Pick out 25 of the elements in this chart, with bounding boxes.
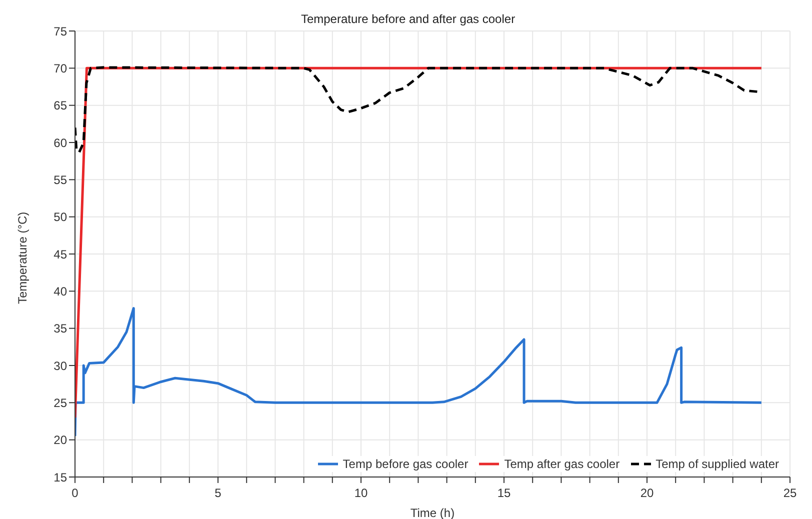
y-tick-label: 45 (54, 247, 68, 262)
y-tick-label: 40 (54, 284, 68, 298)
y-tick-label: 25 (54, 396, 68, 410)
y-tick-label: 50 (54, 210, 68, 224)
legend-label: Temp after gas cooler (503, 457, 620, 471)
y-tick-label: 30 (54, 358, 68, 373)
y-tick-label: 55 (54, 172, 68, 187)
chart-title: Temperature before and after gas cooler (300, 12, 516, 26)
line-series (75, 307, 763, 438)
y-tick-label: 15 (54, 470, 68, 484)
y-tick-label: 65 (54, 98, 68, 113)
x-tick-label: 5 (214, 486, 222, 500)
y-tick-label: 70 (54, 61, 68, 76)
y-tick-label: 20 (54, 433, 68, 448)
y-tick-label: 75 (54, 24, 68, 38)
x-tick-label: 20 (640, 486, 654, 500)
legend-label: Temp of supplied water (654, 457, 779, 471)
x-tick-label: 15 (497, 486, 511, 500)
legend-label: Temp before gas cooler (342, 457, 468, 471)
y-axis-title: Temperature (°C) (15, 212, 30, 304)
x-tick-label: 25 (783, 486, 797, 500)
y-tick-label: 60 (54, 136, 68, 150)
x-tick-label: 0 (72, 486, 79, 500)
x-tick-label: 10 (354, 486, 368, 500)
y-tick-label: 35 (54, 322, 68, 336)
